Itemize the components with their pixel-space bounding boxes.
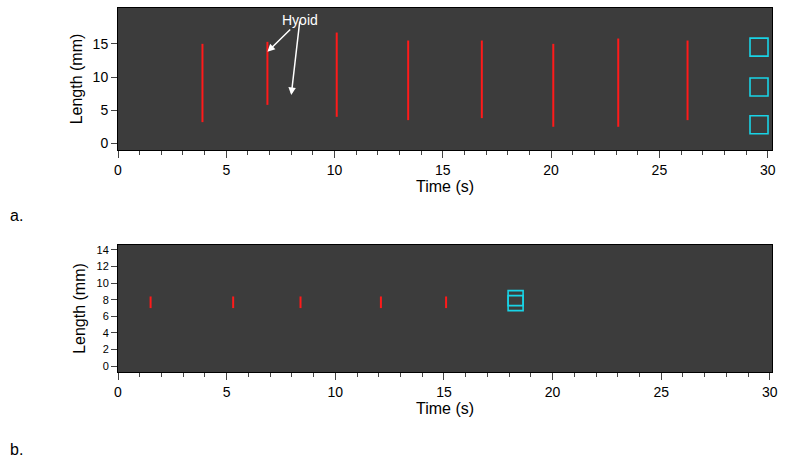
svg-text:10: 10 [327,384,343,400]
svg-text:Length (mm): Length (mm) [68,34,85,125]
svg-text:0: 0 [103,360,109,372]
svg-text:20: 20 [543,162,559,178]
svg-text:14: 14 [97,244,109,256]
svg-text:5: 5 [222,162,230,178]
svg-text:0: 0 [114,384,122,400]
svg-text:20: 20 [545,384,561,400]
svg-text:25: 25 [652,162,668,178]
svg-text:15: 15 [436,384,452,400]
svg-text:4: 4 [103,327,109,339]
svg-text:8: 8 [103,294,109,306]
svg-text:2: 2 [103,343,109,355]
svg-text:Time (s): Time (s) [416,178,474,195]
svg-text:6: 6 [103,310,109,322]
svg-text:0: 0 [100,135,108,151]
svg-text:30: 30 [760,162,776,178]
svg-text:10: 10 [327,162,343,178]
svg-text:Time (s): Time (s) [416,400,474,417]
svg-text:Hyoid: Hyoid [282,12,318,28]
svg-text:0: 0 [114,162,122,178]
svg-text:a.: a. [10,207,23,224]
svg-text:5: 5 [223,384,231,400]
svg-text:5: 5 [100,102,108,118]
svg-text:10: 10 [93,69,109,85]
svg-text:25: 25 [653,384,669,400]
svg-text:b.: b. [10,441,23,458]
svg-text:15: 15 [93,36,109,52]
svg-text:15: 15 [435,162,451,178]
svg-text:30: 30 [762,384,778,400]
svg-text:Length (mm): Length (mm) [71,263,88,354]
svg-text:10: 10 [97,277,109,289]
svg-text:12: 12 [97,260,109,272]
